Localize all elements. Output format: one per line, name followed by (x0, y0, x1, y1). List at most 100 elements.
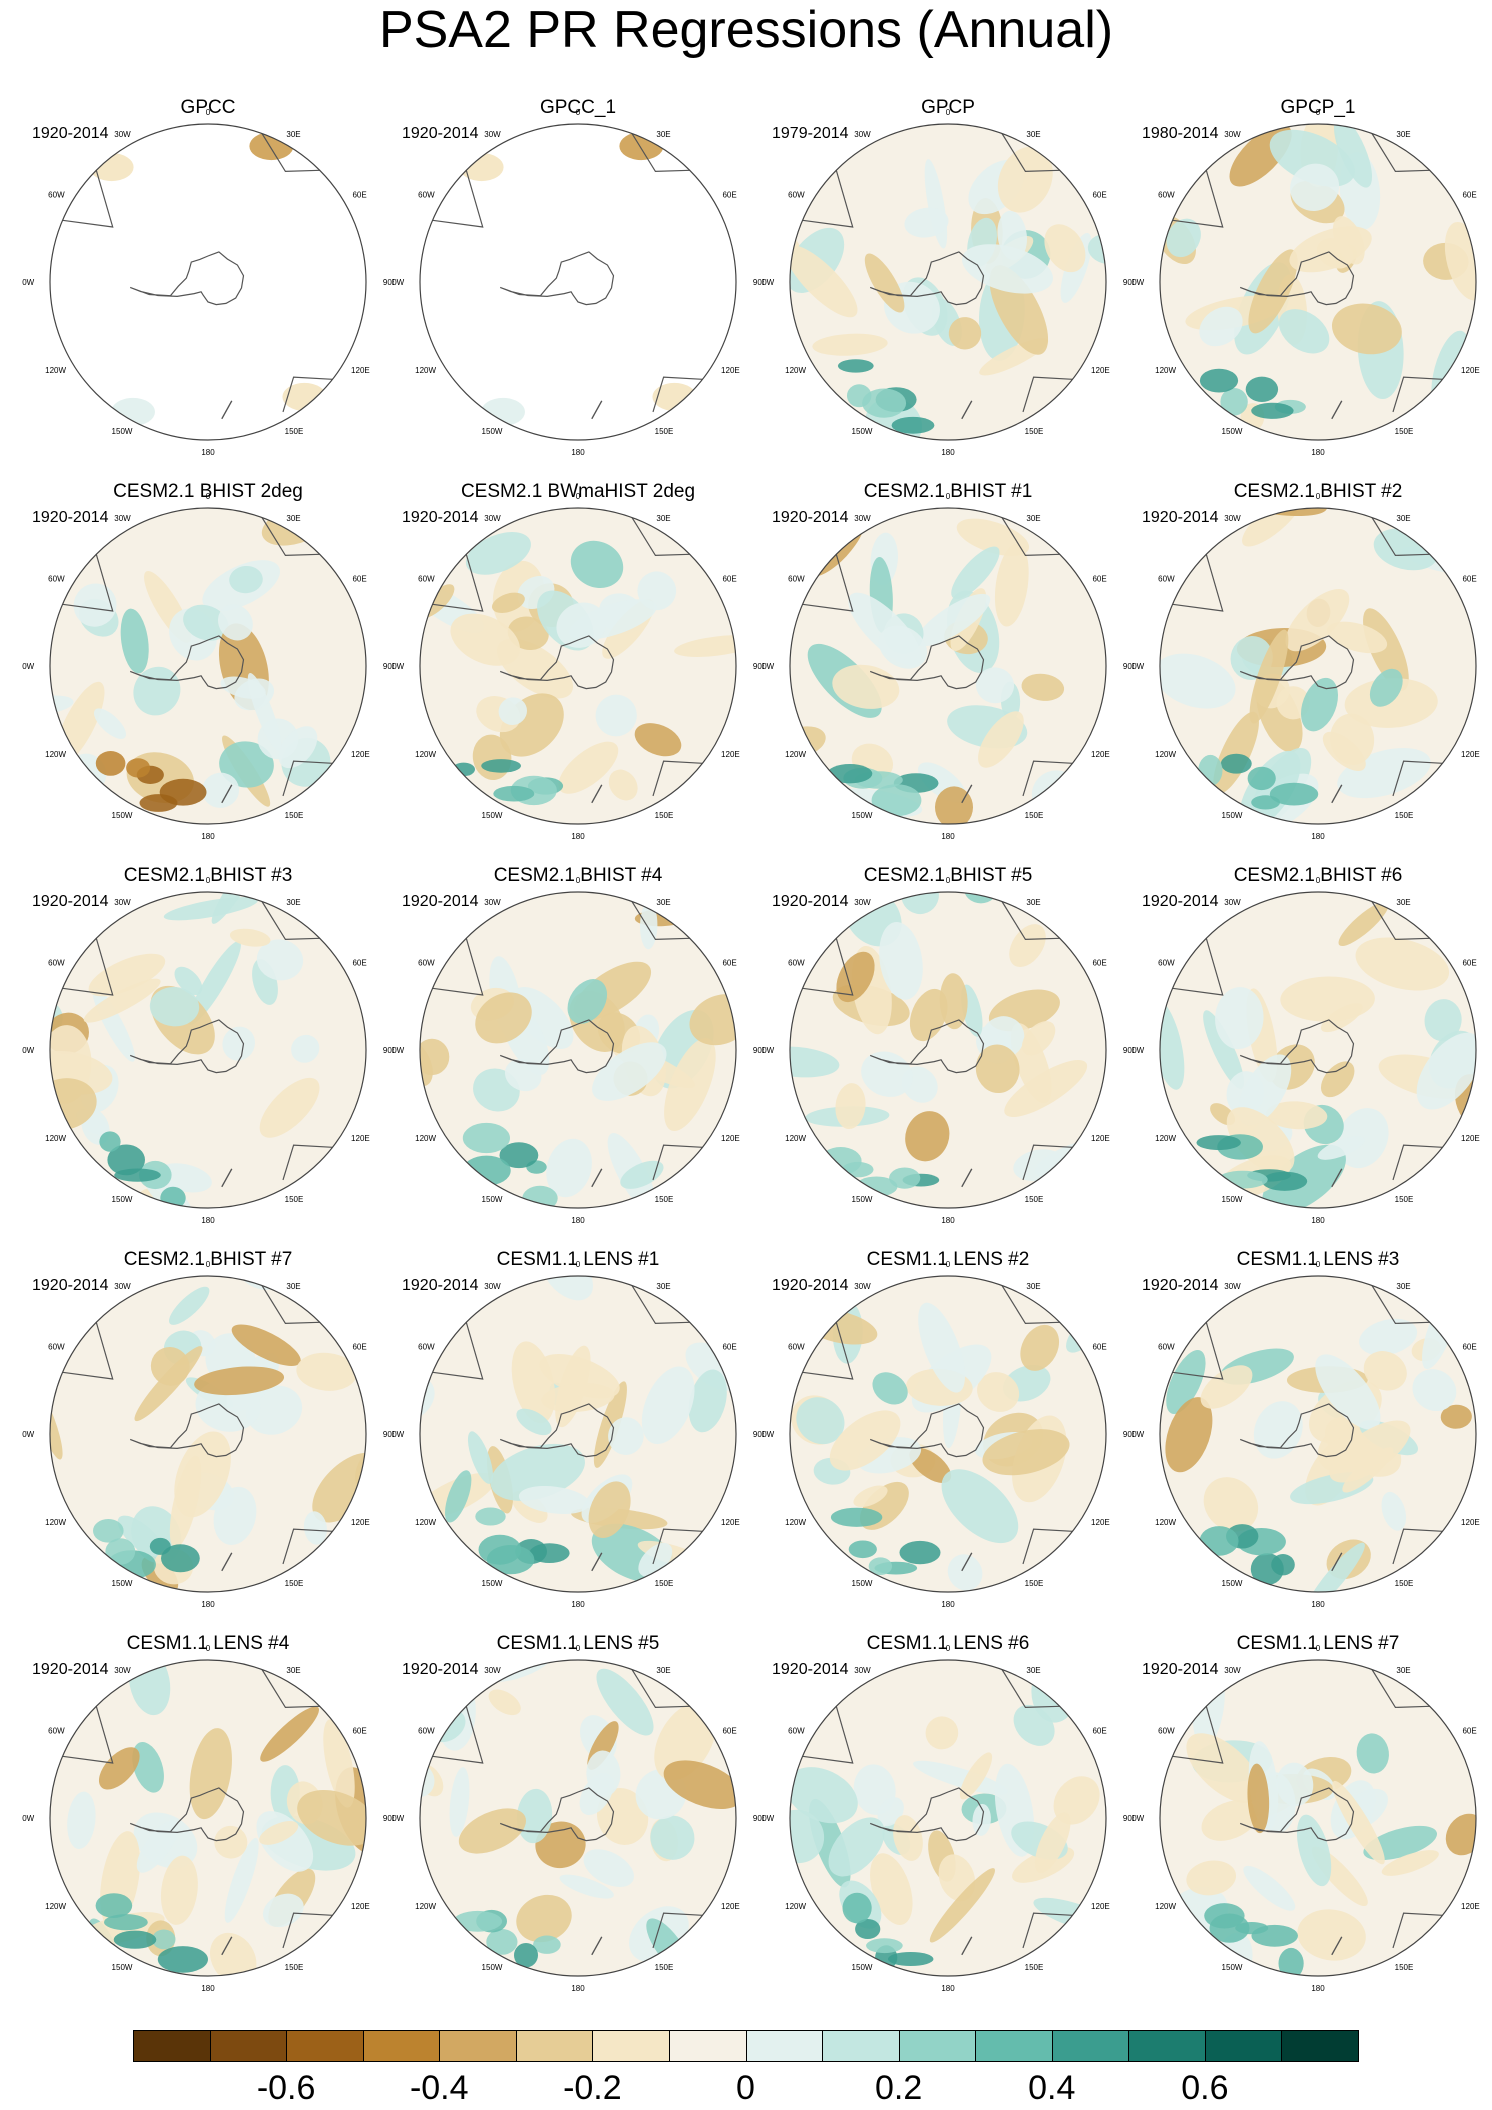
anomaly-blob (458, 1808, 526, 1854)
anomaly-blob (1186, 1860, 1237, 1896)
africa-coastline (1001, 901, 1060, 941)
anomaly-blob (812, 333, 888, 356)
map-panel: 030E60E90E120E150E180150W120W90W60W30WCE… (1132, 865, 1492, 1250)
map-background (420, 1660, 736, 1976)
longitude-label: 120W (1155, 366, 1176, 375)
longitude-label: 150W (112, 1195, 133, 1204)
anomaly-core (95, 751, 126, 776)
panel-period: 1920-2014 (772, 893, 849, 910)
longitude-label: 60W (418, 959, 435, 968)
panel-period: 1920-2014 (772, 1277, 849, 1294)
longitude-label: 30E (656, 1282, 670, 1291)
map-background (420, 124, 736, 440)
colorbar-swatch (898, 2030, 977, 2062)
anomaly-blob (994, 543, 1029, 627)
colorbar-swatch (209, 2030, 288, 2062)
colorbar (133, 2030, 1359, 2064)
map-border (789, 1275, 1107, 1593)
anomaly-blob (879, 922, 923, 1000)
anomaly-blob (150, 1347, 190, 1386)
anomaly-blob (231, 1324, 301, 1366)
anomaly-blob (83, 978, 161, 1023)
longitude-label: 0 (576, 1644, 581, 1653)
anomaly-blob (1020, 1324, 1060, 1371)
anomaly-blob (588, 1481, 631, 1539)
anomaly-blob (1160, 653, 1236, 709)
longitude-label: 120E (351, 366, 370, 375)
anomaly-blob (256, 1811, 314, 1872)
anomaly-core (1251, 402, 1294, 419)
panel-title: GPCP_1 (1280, 97, 1356, 118)
antarctica-coastline (869, 1403, 985, 1458)
anomaly-core (126, 758, 151, 778)
africa-coastline (261, 1669, 320, 1709)
antarctica-coastline (499, 1787, 615, 1842)
anomaly-blob (654, 1702, 717, 1781)
longitude-label: 30W (854, 898, 871, 907)
longitude-label: 30E (286, 130, 300, 139)
panel-title: CESM1.1 LENS #4 (126, 1633, 290, 1654)
anomaly-blob (1247, 1763, 1270, 1834)
anomaly-blob (1253, 1401, 1303, 1459)
panel-period: 1980-2014 (1142, 125, 1219, 142)
longitude-label: 180 (1311, 1216, 1325, 1225)
anomaly-core (113, 1930, 157, 1949)
new-zealand-coastline (1331, 784, 1343, 804)
longitude-label: 0 (576, 108, 581, 117)
longitude-label: 150W (1222, 811, 1243, 820)
longitude-label: 0 (946, 108, 951, 117)
anomaly-blob (1381, 1850, 1439, 1876)
longitude-label: 120W (45, 1134, 66, 1143)
anomaly-blob (1242, 508, 1303, 547)
anomaly-core (462, 1122, 510, 1154)
africa-coastline (631, 517, 690, 557)
longitude-label: 90E (383, 1430, 394, 1439)
longitude-label: 150E (655, 1963, 674, 1972)
africa-coastline (1371, 133, 1430, 173)
longitude-label: 30E (1026, 898, 1040, 907)
map-panel: 030E60E90E120E150E180150W120W90W60W30WCE… (762, 1633, 1134, 2018)
anomaly-blob (278, 726, 318, 769)
anomaly-core (871, 784, 922, 817)
australia-coastline (652, 1144, 703, 1181)
longitude-label: 60W (418, 1343, 435, 1352)
antarctica-coastline (1239, 1019, 1355, 1074)
longitude-label: 90W (1132, 278, 1145, 287)
anomaly-blob (836, 951, 875, 1003)
longitude-label: 90E (753, 662, 764, 671)
panel-title: GPCC (180, 97, 236, 118)
anomaly-blob (1300, 677, 1339, 732)
anomaly-blob (688, 1369, 727, 1433)
longitude-label: 150E (655, 811, 674, 820)
new-zealand-coastline (961, 784, 973, 804)
anomaly-blob (941, 1469, 1019, 1544)
anomaly-blob (1369, 668, 1403, 707)
polar-map: 0 30E 60E 90E 120E 150E 180 150W 120W 90W 60W 30W (22, 492, 394, 841)
anomaly-blob (133, 666, 181, 716)
longitude-label: 0 (576, 1260, 581, 1269)
anomaly-blob (183, 604, 229, 641)
longitude-label: 90W (762, 1046, 775, 1055)
anomaly-blob (1444, 221, 1476, 301)
anomaly-blob (1199, 306, 1243, 347)
anomaly-blob (583, 1849, 635, 1887)
africa-coastline (261, 517, 320, 557)
longitude-label: 150E (285, 427, 304, 436)
anomaly-field (50, 1276, 366, 1592)
map-panel: 030E60E90E120E150E180150W120W90W60W30WCE… (762, 1249, 1134, 1634)
polar-map: 0 30E 60E 90E 120E 150E 180 150W 120W 90W 60W 30W (392, 876, 764, 1225)
anomaly-blob (1416, 1032, 1476, 1110)
africa-coastline (631, 901, 690, 941)
new-zealand-coastline (591, 784, 603, 804)
africa-coastline (631, 133, 690, 173)
longitude-label: 120W (785, 366, 806, 375)
longitude-label: 30E (1026, 514, 1040, 523)
africa-coastline (1371, 901, 1430, 941)
longitude-label: 120E (351, 750, 370, 759)
longitude-label: 150W (852, 427, 873, 436)
longitude-label: 120E (721, 1134, 740, 1143)
australia-coastline (282, 1528, 333, 1565)
longitude-label: 90W (1132, 1430, 1145, 1439)
anomaly-blob (220, 676, 266, 699)
longitude-label: 150E (655, 1579, 674, 1588)
